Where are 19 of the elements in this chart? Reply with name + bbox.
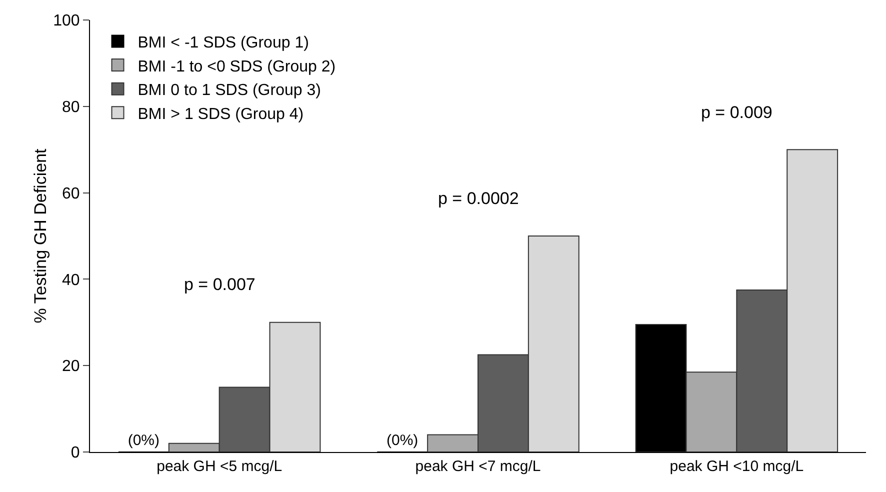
x-tick-label: peak GH <7 mcg/L <box>415 458 541 475</box>
y-tick-label: 0 <box>70 444 80 462</box>
legend-label: BMI < -1 SDS (Group 1) <box>138 34 309 52</box>
y-tick-label: 40 <box>62 272 80 289</box>
x-tick-label: peak GH <5 mcg/L <box>156 458 282 475</box>
y-tick-label: 60 <box>62 185 80 202</box>
data-label: (0%) <box>386 432 418 449</box>
legend-label: BMI 0 to 1 SDS (Group 3) <box>138 82 321 100</box>
y-axis-title: % Testing GH Deficient <box>31 148 50 324</box>
annotation: p = 0.009 <box>701 103 772 122</box>
data-label: (0%) <box>128 432 160 449</box>
x-tick-label: peak GH <10 mcg/L <box>670 458 804 475</box>
y-tick-label: 80 <box>62 99 80 116</box>
y-tick-label: 20 <box>62 358 80 376</box>
annotation: p = 0.0002 <box>438 189 519 208</box>
legend-label: BMI > 1 SDS (Group 4) <box>138 106 304 123</box>
legend-label: BMI -1 to <0 SDS (Group 2) <box>138 58 336 76</box>
annotation: p = 0.007 <box>184 275 256 294</box>
y-tick-label: 100 <box>53 12 80 30</box>
